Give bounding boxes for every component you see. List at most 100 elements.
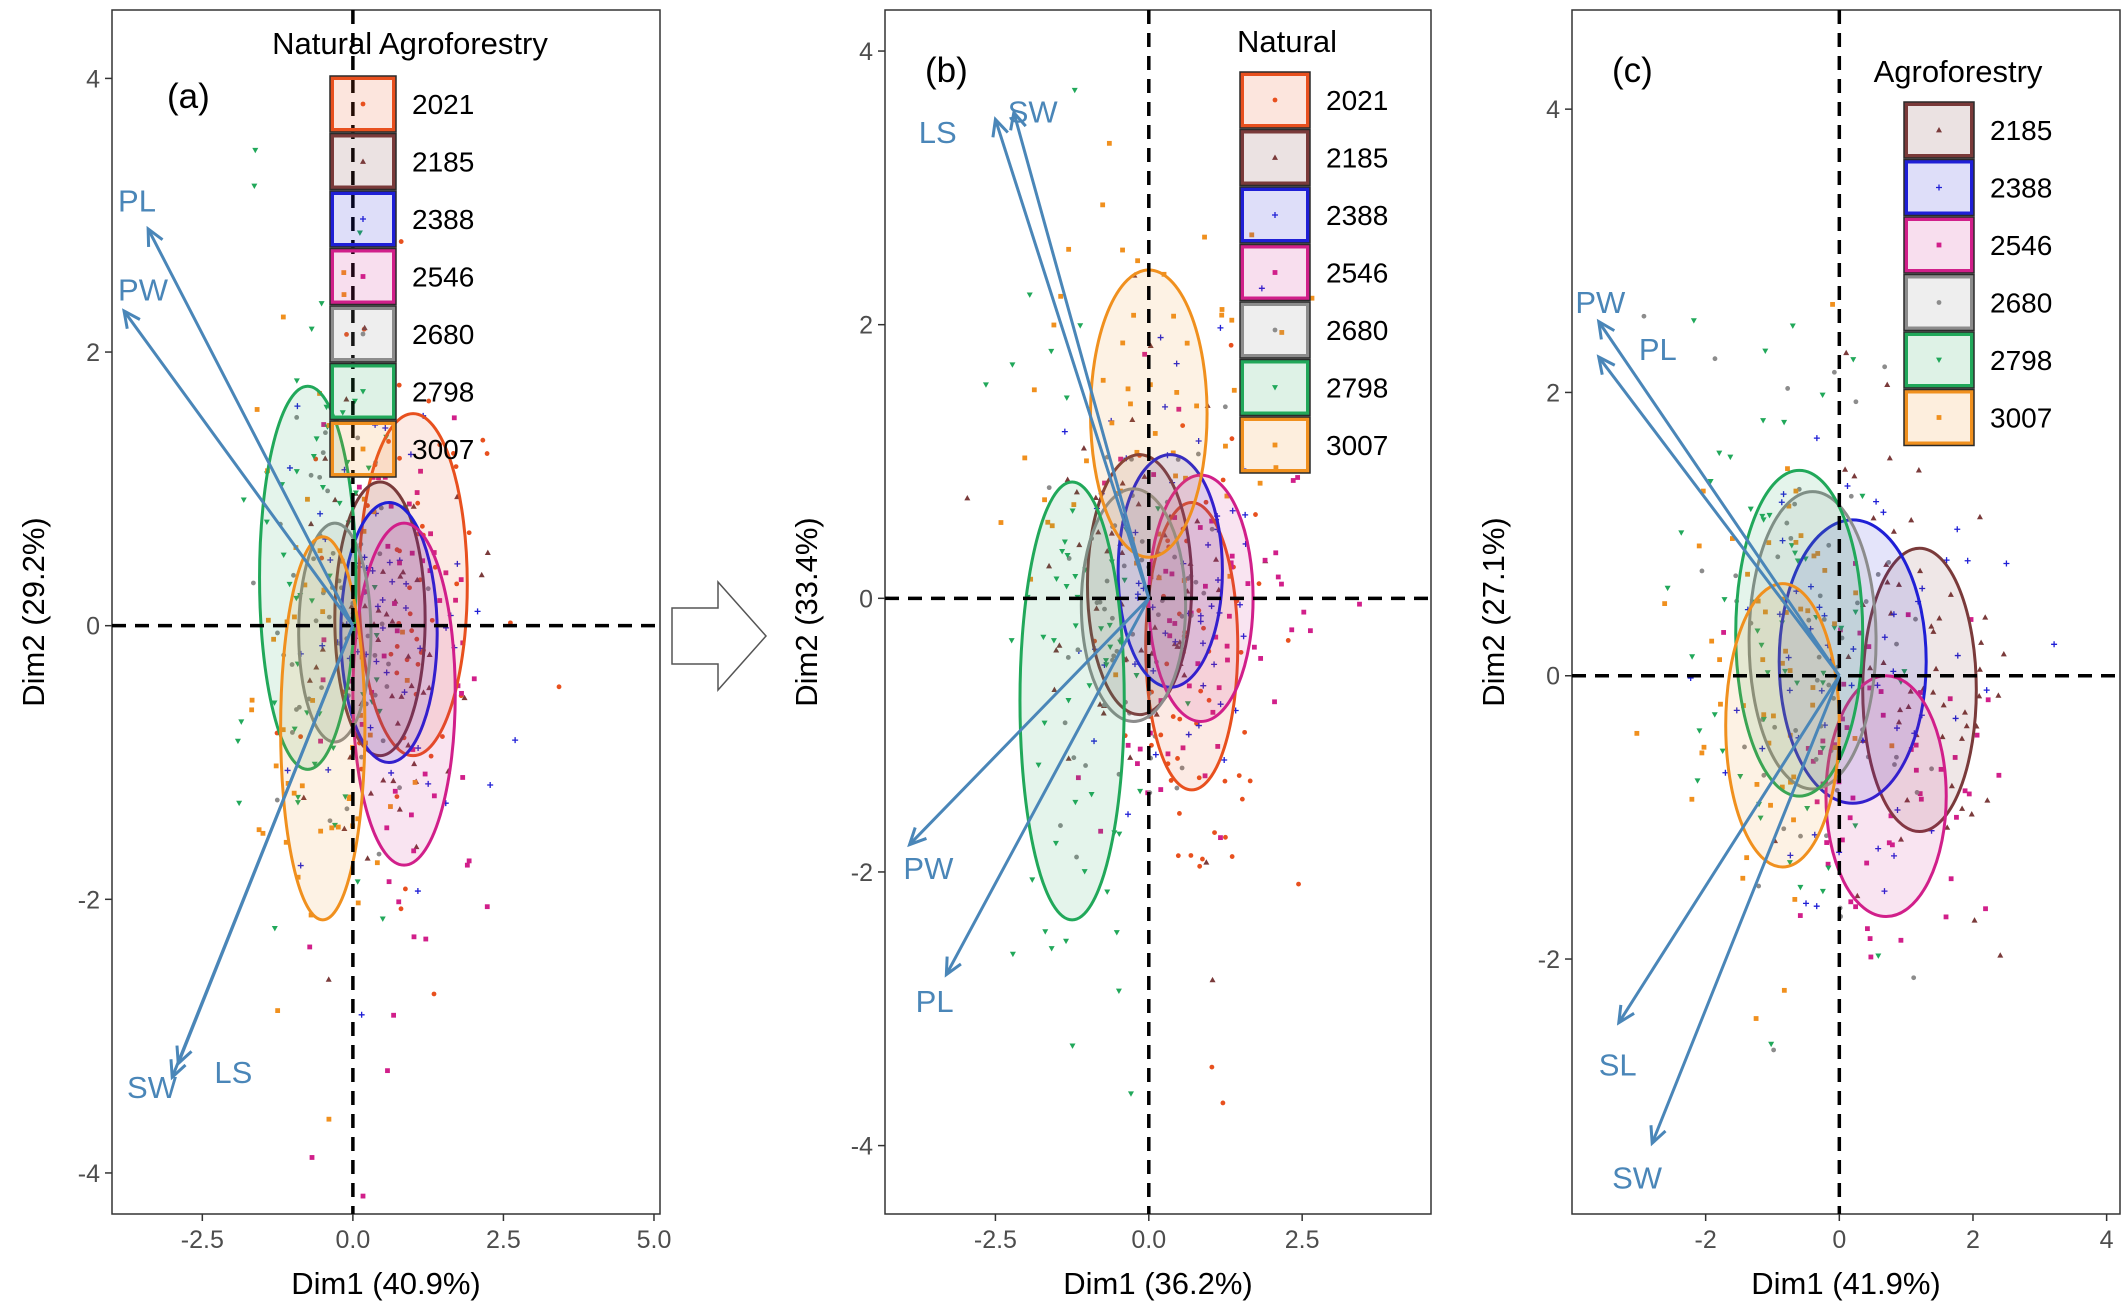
scatter-point: [341, 825, 348, 831]
panel-b: LS SW PW PL -2.5 0.0 2.5 -4 -2 0 2 4 Dim1 (36.2%) Dim…: [789, 9, 1432, 1301]
scatter-point: [1215, 744, 1221, 749]
scatter-point: [440, 734, 445, 739]
scatter-point: [1202, 234, 1207, 240]
scatter-point: [1793, 728, 1799, 733]
scatter-point: [1890, 668, 1897, 675]
scatter-point: [1786, 687, 1793, 694]
scatter-point: [1211, 661, 1218, 668]
scatter-point: [355, 435, 361, 441]
scatter-point: [1236, 773, 1242, 779]
scatter-point: [1798, 833, 1803, 839]
scatter-point: [1779, 784, 1785, 790]
scatter-point: [295, 874, 301, 880]
scatter-point: [371, 509, 377, 515]
scatter-point: [1784, 520, 1790, 526]
scatter-point: [1875, 953, 1882, 959]
scatter-point: [407, 451, 414, 458]
scatter-point: [1776, 611, 1783, 618]
scatter-point: [1832, 745, 1838, 750]
scatter-point: [1176, 406, 1182, 412]
scatter-point: [1195, 451, 1201, 457]
scatter-point: [291, 572, 296, 578]
scatter-point: [305, 496, 310, 502]
scatter-point: [1805, 745, 1811, 751]
scatter-point: [386, 559, 393, 566]
scatter-point: [1193, 579, 1199, 585]
scatter-point: [1904, 796, 1911, 803]
scatter-point: [1100, 202, 1106, 208]
scatter-point: [379, 916, 386, 922]
scatter-point: [326, 1116, 332, 1122]
scatter-point: [294, 403, 301, 410]
scatter-point: [1867, 685, 1873, 691]
vector-arrowhead: [907, 827, 927, 848]
scatter-point: [377, 551, 383, 557]
scatter-point: [1107, 644, 1114, 651]
scatter-point: [464, 862, 470, 868]
scatter-point: [390, 777, 397, 784]
scatter-point: [1880, 659, 1887, 666]
scatter-point: [1061, 539, 1068, 545]
scatter-point: [1789, 323, 1796, 329]
scatter-point: [405, 653, 412, 659]
x-tick-label: -2.5: [181, 1226, 224, 1254]
scatter-point: [360, 274, 366, 279]
scatter-point: [367, 732, 373, 738]
scatter-point: [484, 451, 490, 456]
loading-vector-PL: [146, 228, 355, 627]
scatter-point: [1881, 634, 1888, 641]
scatter-point: [1768, 1041, 1775, 1048]
vector-label: PW: [1575, 285, 1626, 320]
scatter-point: [1153, 711, 1160, 717]
scatter-point: [1223, 834, 1228, 840]
scatter-point: [1104, 889, 1111, 895]
scatter-point: [1797, 884, 1804, 891]
scatter-point: [306, 677, 313, 683]
scatter-point: [1782, 668, 1789, 675]
scatter-series-2798: [1664, 318, 1908, 1048]
scatter-point: [1125, 811, 1132, 818]
x-tick-label: 0.0: [1131, 1226, 1166, 1254]
scatter-point: [1634, 730, 1640, 736]
vector-arrowhead: [991, 116, 1009, 138]
scatter-point: [397, 573, 404, 579]
plot-area: PW PL SL SW: [1572, 10, 2120, 1214]
scatter-point: [1997, 952, 2004, 958]
panel-label: (c): [1612, 51, 1653, 90]
scatter-point: [1891, 852, 1898, 859]
scatter-point: [1870, 514, 1877, 521]
x-tick-label: 2.5: [1285, 1226, 1320, 1254]
scatter-point: [1158, 732, 1164, 738]
scatter-point: [1217, 701, 1224, 708]
scatter-point: [1031, 387, 1037, 393]
scatter-point: [1810, 685, 1816, 690]
scatter-point: [1142, 351, 1148, 357]
scatter-point: [1757, 815, 1764, 821]
scatter-point: [392, 788, 398, 794]
scatter-point: [1172, 621, 1178, 626]
scatter-point: [412, 779, 418, 785]
scatter-point: [335, 824, 341, 830]
scatter-point: [249, 697, 255, 703]
scatter-point: [234, 738, 241, 745]
scatter-point: [386, 879, 392, 885]
legend-title: Natural: [1237, 24, 1337, 59]
scatter-point: [1842, 466, 1849, 472]
scatter-point: [1884, 381, 1891, 387]
scatter-point: [2003, 560, 2010, 567]
vector-arrowhead: [1596, 354, 1616, 375]
scatter-point: [1200, 856, 1205, 862]
scatter-point: [1357, 601, 1362, 607]
scatter-point: [1301, 609, 1307, 615]
scatter-point: [1786, 860, 1793, 866]
scatter-point: [1959, 805, 1966, 811]
scatter-point: [280, 727, 286, 733]
scatter-point: [360, 389, 366, 395]
scatter-point: [443, 570, 449, 576]
scatter-point: [1245, 581, 1251, 586]
legend-key-2680: [1904, 274, 1974, 331]
scatter-point: [1848, 899, 1854, 905]
vector-label: LS: [919, 115, 957, 150]
scatter-point: [1819, 745, 1826, 752]
scatter-point: [454, 581, 460, 587]
